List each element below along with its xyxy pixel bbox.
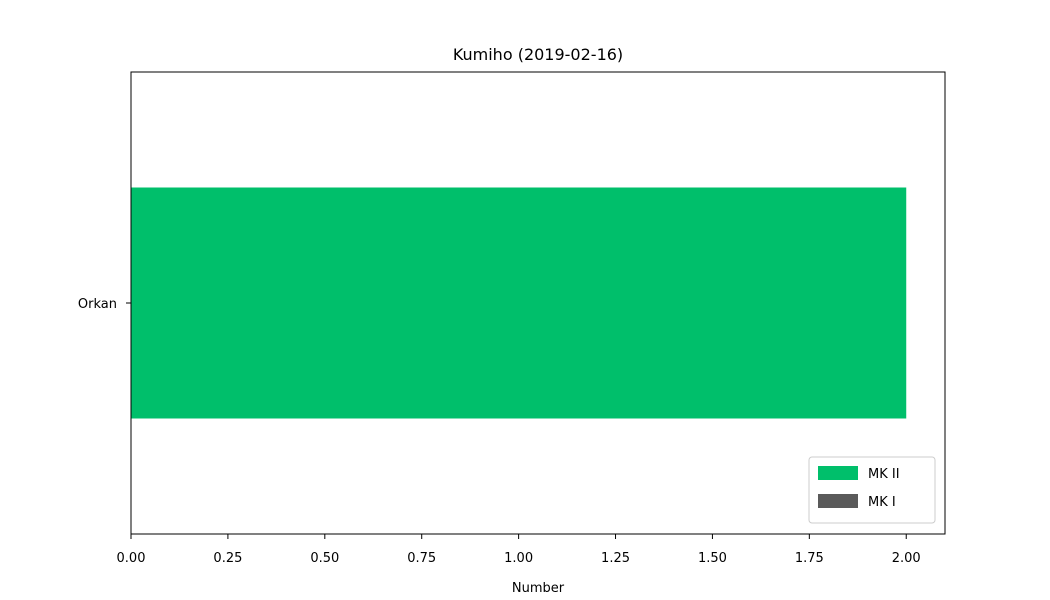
y-tick-label: Orkan <box>78 297 117 312</box>
x-tick-label: 0.50 <box>310 551 339 566</box>
x-axis: 0.00 0.25 0.50 0.75 1.00 1.25 1.50 1.75 2.00 <box>117 534 921 566</box>
chart-title: Kumiho (2019-02-16) <box>453 45 623 64</box>
x-axis-label: Number <box>512 581 565 596</box>
legend-swatch <box>818 466 858 480</box>
x-tick-label: 1.25 <box>601 551 630 566</box>
legend: MK II MK I <box>808 456 936 524</box>
x-tick-label: 0.00 <box>117 551 146 566</box>
x-tick-label: 1.75 <box>795 551 824 566</box>
x-tick-label: 1.00 <box>504 551 533 566</box>
bar-mk-ii-orkan <box>131 187 907 419</box>
legend-label: MK I <box>868 495 896 510</box>
x-tick-label: 1.50 <box>698 551 727 566</box>
legend-swatch <box>818 494 858 508</box>
plot-area <box>130 71 946 535</box>
x-tick-label: 2.00 <box>892 551 921 566</box>
x-tick-label: 0.75 <box>407 551 436 566</box>
y-axis: Orkan <box>78 297 131 312</box>
x-tick-label: 0.25 <box>213 551 242 566</box>
legend-label: MK II <box>868 467 900 482</box>
